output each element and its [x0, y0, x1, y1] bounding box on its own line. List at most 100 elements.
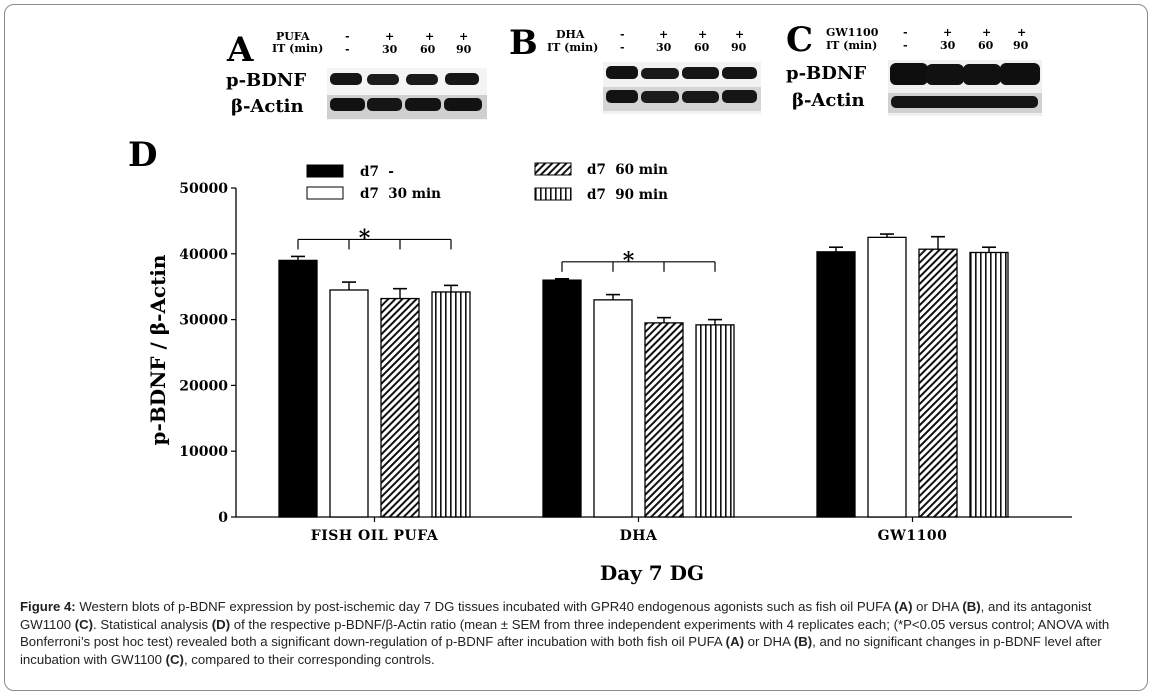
bar	[542, 279, 582, 518]
blot-b-r2-lane4: 90	[731, 41, 747, 54]
blot-b-row2-label: IT (min)	[547, 41, 598, 54]
y-tick-label: 40000	[179, 247, 228, 263]
caption-segment: (A)	[894, 599, 913, 614]
caption-segment: (C)	[74, 616, 94, 632]
blot-panel-b: B DHA IT (min) - + + + - 30 60 90	[509, 23, 761, 114]
y-tick-label: 10000	[179, 444, 228, 460]
blot-a-row1-label: PUFA	[276, 30, 310, 43]
caption-segment: Western blots of p-BDNF expression by po…	[75, 599, 895, 614]
panel-label-b: B	[509, 23, 538, 63]
caption-segment: , and no significant changes in p-BDNF l…	[20, 634, 1102, 667]
bar	[431, 291, 471, 518]
legend-label-series-2: d7 30 min	[360, 186, 441, 202]
blot-b-r1-lane1: -	[620, 28, 625, 41]
blot-b-row1-label: DHA	[556, 28, 585, 41]
blot-a-r2-lane2: 30	[382, 43, 398, 56]
caption-segment: . Statistical analysis	[93, 616, 212, 632]
legend-swatch-series-1	[306, 164, 344, 178]
bar	[380, 297, 420, 518]
caption-segment: (C)	[165, 651, 184, 667]
blot-a-row2-label: IT (min)	[272, 42, 323, 55]
caption-segment: or DHA	[743, 634, 794, 649]
figure-caption: Figure 4: Western blots of p-BDNF expres…	[20, 598, 1134, 668]
bar	[969, 251, 1009, 518]
y-tick-label: 0	[218, 510, 228, 526]
blot-a-r1-lane3: +	[425, 30, 434, 43]
blot-a-band2-label: β-Actin	[231, 96, 304, 117]
blot-a-r1-lane2: +	[385, 30, 394, 43]
bar	[644, 322, 684, 518]
bar	[695, 324, 735, 518]
legend-swatch-series-3	[534, 162, 572, 176]
blot-b-image	[603, 62, 761, 114]
blot-panel-a: A PUFA IT (min) - + + + - 30 60 90 p-BDN…	[226, 30, 487, 120]
bar	[867, 236, 907, 518]
blot-c-band2-label: β-Actin	[792, 90, 865, 111]
blot-b-r1-lane2: +	[659, 28, 668, 41]
blot-b-r2-lane3: 60	[694, 41, 710, 54]
legend-swatch-series-4	[534, 187, 572, 201]
blot-a-r1-lane4: +	[459, 30, 468, 43]
blot-b-r2-lane1: -	[620, 41, 625, 54]
blot-c-r1-lane1: -	[903, 26, 908, 39]
figure-frame	[4, 4, 1148, 691]
significance-star: *	[623, 248, 635, 274]
significance-star: *	[359, 225, 371, 251]
caption-segment: (A)	[725, 634, 744, 649]
blot-b-r1-lane3: +	[698, 28, 707, 41]
y-axis-label: p-BDNF / β-Actin	[146, 254, 170, 445]
x-axis-label: Day 7 DG	[600, 561, 704, 585]
caption-segment: (B)	[793, 634, 813, 649]
x-category-label: GW1100	[878, 528, 948, 544]
blot-c-r2-lane3: 60	[978, 39, 994, 52]
caption-segment: , and its antagonist GW1100	[20, 599, 1092, 632]
blot-c-r2-lane4: 90	[1013, 39, 1029, 52]
caption-body: Western blots of p-BDNF expression by po…	[20, 599, 1109, 667]
chart-bars: FISH OIL PUFA DHA GW1100	[278, 233, 1009, 544]
chart-significance: **	[297, 225, 716, 274]
x-category-label: DHA	[620, 528, 658, 544]
blot-c-r2-lane1: -	[903, 39, 908, 52]
caption-segment: , compared to their corresponding contro…	[183, 651, 435, 667]
blot-a-r2-lane3: 60	[420, 43, 436, 56]
panel-label-c: C	[786, 20, 813, 60]
bar	[278, 259, 318, 518]
blot-c-r1-lane3: +	[982, 26, 991, 39]
blot-c-band1-label: p-BDNF	[786, 63, 866, 84]
caption-segment: of the respective p-BDNF/β-Actin ratio (…	[20, 616, 1110, 650]
blot-c-image	[888, 60, 1042, 116]
bar	[918, 248, 958, 518]
legend-label-series-3: d7 60 min	[587, 162, 668, 178]
y-tick-label: 50000	[179, 181, 228, 197]
blot-c-r1-lane4: +	[1017, 26, 1026, 39]
blot-c-lane-labels: - + + + - 30 60 90	[903, 26, 1029, 52]
blot-b-r1-lane4: +	[735, 28, 744, 41]
legend-swatch-series-2	[306, 186, 344, 200]
legend-label-series-4: d7 90 min	[587, 187, 668, 203]
blot-a-image	[327, 68, 487, 120]
blot-c-r1-lane2: +	[943, 26, 952, 39]
blot-a-r1-lane1: -	[345, 30, 350, 43]
chart-legend: d7 - d7 30 min d7 60 min d7 90 min	[306, 162, 668, 203]
caption-segment: (B)	[962, 599, 981, 614]
blot-c-r2-lane2: 30	[940, 39, 956, 52]
y-tick-label: 30000	[179, 313, 228, 329]
blot-a-r2-lane4: 90	[456, 43, 472, 56]
bar	[816, 251, 856, 518]
blot-b-r2-lane2: 30	[656, 41, 672, 54]
y-tick-label: 20000	[179, 378, 228, 394]
blot-a-lane-labels: - + + + - 30 60 90	[345, 30, 472, 56]
blot-a-r2-lane1: -	[345, 43, 350, 56]
legend-label-series-1: d7 -	[360, 164, 394, 180]
blot-b-lane-labels: - + + + - 30 60 90	[620, 28, 747, 54]
bar	[593, 299, 633, 518]
blot-c-row1-label: GW1100	[826, 26, 879, 39]
blot-panel-c: C GW1100 IT (min) - + + + - 30 60 90 p-B…	[786, 20, 1042, 116]
blot-c-row2-label: IT (min)	[826, 39, 877, 52]
panel-label-a: A	[226, 30, 254, 70]
figure-canvas: A PUFA IT (min) - + + + - 30 60 90 p-BDN…	[128, 20, 1072, 585]
x-category-label: FISH OIL PUFA	[311, 528, 439, 544]
panel-label-d: D	[128, 135, 157, 175]
caption-segment: (D)	[211, 616, 231, 632]
blot-a-band1-label: p-BDNF	[226, 70, 306, 91]
